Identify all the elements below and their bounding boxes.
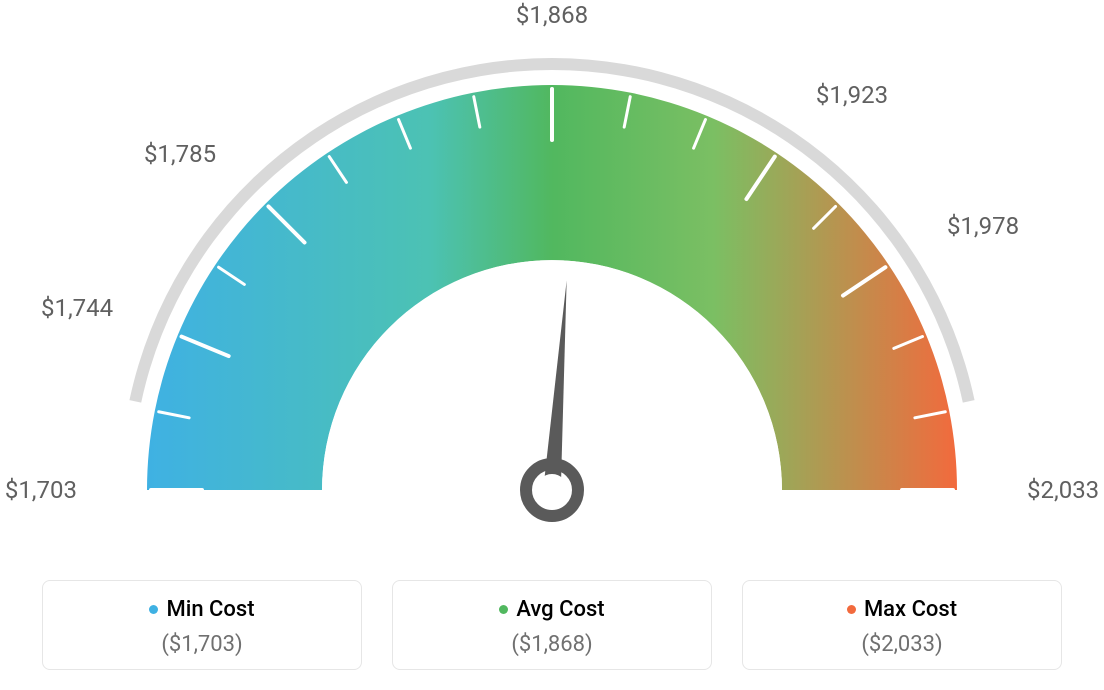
legend-max-label: Max Cost <box>864 597 957 622</box>
gauge-tick-label: $1,978 <box>947 212 1019 240</box>
legend-row: Min Cost ($1,703) Avg Cost ($1,868) Max … <box>0 580 1104 670</box>
legend-avg-title: Avg Cost <box>499 597 604 622</box>
legend-min-card: Min Cost ($1,703) <box>42 580 362 670</box>
dot-icon <box>499 605 508 614</box>
legend-avg-card: Avg Cost ($1,868) <box>392 580 712 670</box>
dot-icon <box>149 605 158 614</box>
legend-min-value: ($1,703) <box>53 632 351 657</box>
gauge-tick-label: $1,703 <box>5 476 77 504</box>
gauge-tick-label: $1,923 <box>816 81 888 109</box>
gauge-area: $1,703 $1,744 $1,785 $1,868 $1,923 $1,978 $2,0… <box>0 0 1104 560</box>
legend-min-label: Min Cost <box>166 597 254 622</box>
gauge-tick-label: $1,868 <box>516 1 588 29</box>
chart-container: $1,703 $1,744 $1,785 $1,868 $1,923 $1,978 $2,0… <box>0 0 1104 690</box>
dot-icon <box>847 605 856 614</box>
gauge-tick-label: $2,033 <box>1027 476 1099 504</box>
legend-min-title: Min Cost <box>149 597 254 622</box>
gauge-tick-label: $1,785 <box>144 140 216 168</box>
legend-max-title: Max Cost <box>847 597 957 622</box>
legend-avg-label: Avg Cost <box>516 597 604 622</box>
gauge-tick-label: $1,744 <box>41 294 113 322</box>
legend-max-card: Max Cost ($2,033) <box>742 580 1062 670</box>
legend-max-value: ($2,033) <box>753 632 1051 657</box>
legend-avg-value: ($1,868) <box>403 632 701 657</box>
